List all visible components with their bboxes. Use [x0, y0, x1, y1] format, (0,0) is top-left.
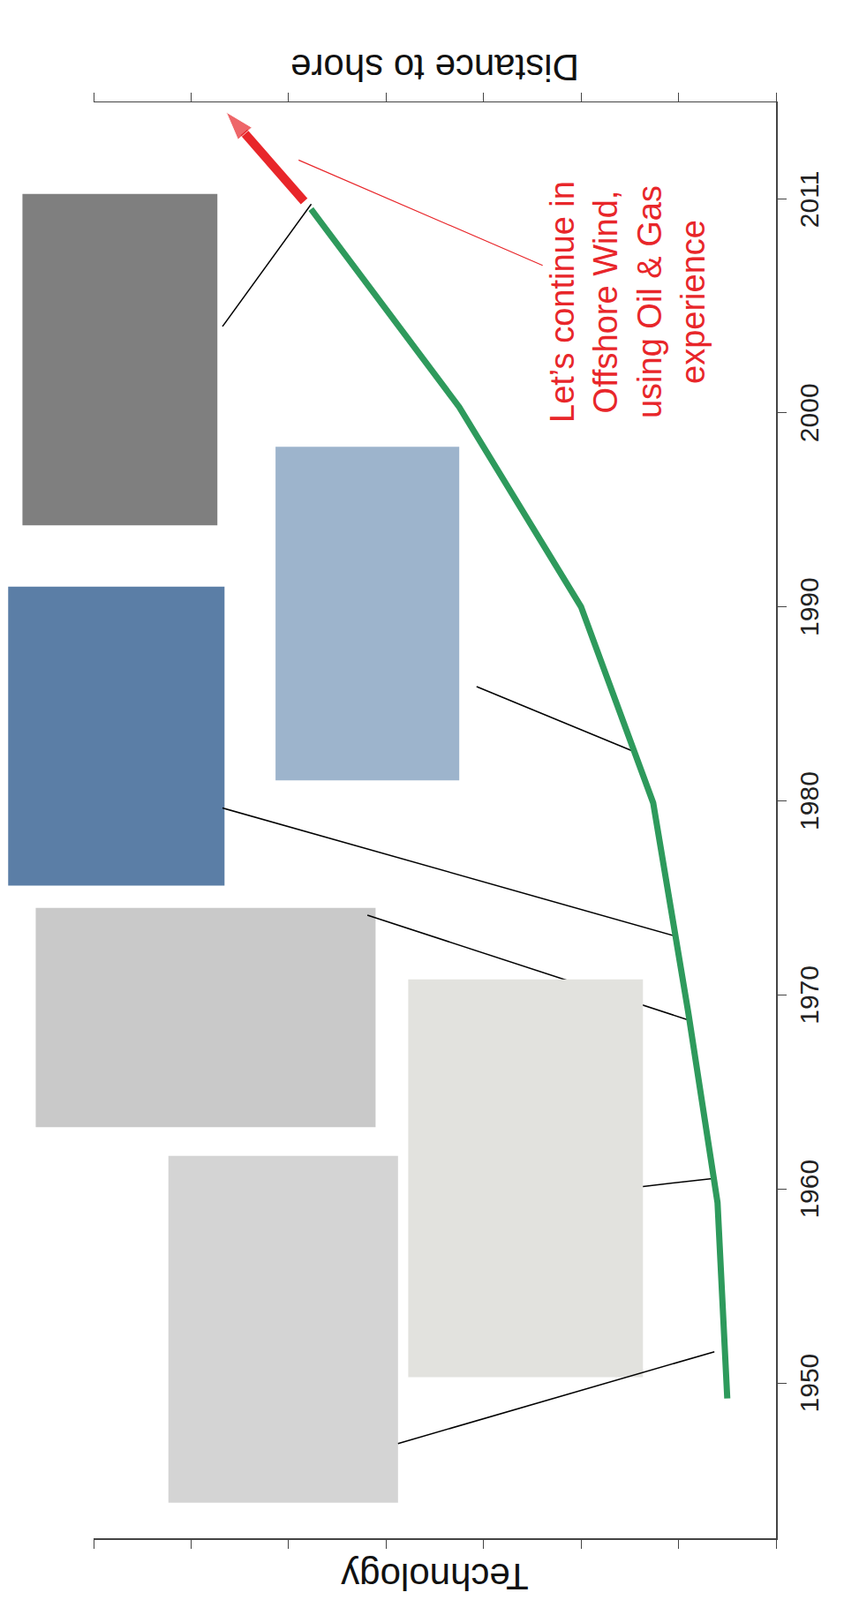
svg-text:1970: 1970 [794, 965, 824, 1025]
svg-text:1960: 1960 [794, 1160, 824, 1220]
svg-text:Distance to shore: Distance to shore [290, 46, 580, 89]
svg-text:Let’s continue inOffshore Wind: Let’s continue inOffshore Wind,using Oil… [543, 180, 712, 423]
svg-text:1980: 1980 [794, 771, 824, 831]
svg-text:1990: 1990 [794, 577, 824, 637]
svg-text:Technology: Technology [340, 1556, 528, 1598]
svg-text:2011: 2011 [794, 171, 824, 229]
svg-text:2000: 2000 [794, 383, 824, 443]
svg-text:1950: 1950 [794, 1354, 824, 1414]
